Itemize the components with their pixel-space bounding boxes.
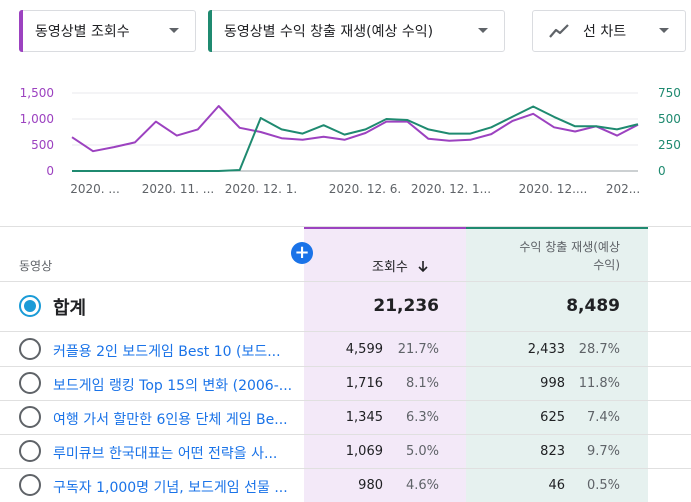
revenue-value: 823 (540, 444, 565, 459)
video-title-link[interactable]: 보드게임 랭킹 Top 15의 변화 (2006-... (53, 378, 293, 394)
x-tick-label: 2020. 12.... (519, 182, 588, 196)
line-chart: 1,500 1,000 500 0 750 500 250 0 2020. ... 2020.… (20, 86, 681, 196)
divider (0, 281, 691, 282)
divider (0, 226, 691, 227)
row-radio[interactable] (19, 474, 41, 496)
y-right-tick-label: 0 (658, 164, 666, 178)
x-tick-label: 202... (606, 182, 640, 196)
divider (0, 400, 691, 401)
revenue-column-highlight (466, 226, 648, 502)
video-title-link[interactable]: 구독자 1,000명 기념, 보드게임 선물 ... (53, 480, 288, 496)
divider (0, 331, 691, 332)
views-percent: 6.3% (405, 410, 439, 425)
chevron-down-icon (478, 28, 488, 33)
total-revenue: 8,489 (566, 296, 620, 316)
row-radio[interactable] (19, 406, 41, 428)
row-radio[interactable] (19, 372, 41, 394)
x-tick-label: 2020. ... (70, 182, 120, 196)
views-percent: 21.7% (397, 342, 439, 357)
views-value: 980 (358, 478, 383, 493)
revenue-percent: 0.5% (586, 478, 620, 493)
revenue-value: 625 (540, 410, 565, 425)
y-left-tick-label: 1,000 (20, 112, 54, 126)
divider (0, 366, 691, 367)
total-label: 합계 (53, 298, 87, 319)
video-title-link[interactable]: 여행 가서 할만한 6인용 단체 게임 Be... (53, 412, 288, 428)
views-metric-dropdown[interactable]: 동영상별 조회수 (19, 10, 196, 52)
header-label: 수익) (593, 258, 620, 272)
dropdown-label: 동영상별 수익 창출 재생(예상 수익) (224, 24, 434, 40)
revenue-percent: 7.4% (586, 410, 620, 425)
y-left-tick-label: 500 (31, 138, 54, 152)
views-value: 4,599 (345, 342, 383, 357)
total-views: 21,236 (373, 296, 439, 316)
views-percent: 8.1% (405, 376, 439, 391)
views-value: 1,345 (345, 410, 383, 425)
views-percent: 4.6% (405, 478, 439, 493)
x-tick-label: 2020. 12. 1... (411, 182, 491, 196)
arrow-down-icon (418, 260, 428, 272)
revenue-percent: 28.7% (578, 342, 620, 357)
chevron-down-icon (659, 28, 669, 33)
total-radio[interactable] (19, 295, 41, 317)
revenue-percent: 9.7% (586, 444, 620, 459)
column-header-views[interactable]: 조회수 (372, 256, 430, 275)
add-column-button[interactable]: + (291, 242, 313, 264)
views-value: 1,716 (345, 376, 383, 391)
header-label: 조회수 (372, 260, 408, 275)
views-percent: 5.0% (405, 444, 439, 459)
x-tick-label: 2020. 12. 6. (329, 182, 402, 196)
metric-color-bar (19, 10, 23, 52)
metric-color-bar (208, 10, 212, 52)
views-column-highlight (304, 226, 466, 502)
revenue-value: 998 (540, 376, 565, 391)
revenue-value: 46 (548, 478, 565, 493)
revenue-percent: 11.8% (578, 376, 620, 391)
views-value: 1,069 (345, 444, 383, 459)
y-right-tick-label: 750 (658, 86, 681, 100)
header-label: 수익 창출 재생(예상 (519, 240, 620, 254)
divider (0, 468, 691, 469)
dropdown-label: 선 차트 (583, 24, 627, 40)
y-left-tick-label: 1,500 (20, 86, 54, 100)
row-radio[interactable] (19, 338, 41, 360)
x-tick-label: 2020. 12. 1. (225, 182, 298, 196)
column-header-revenue[interactable]: 수익 창출 재생(예상 수익) (490, 238, 620, 274)
x-tick-label: 2020. 11. ... (142, 182, 215, 196)
y-left-tick-label: 0 (46, 164, 54, 178)
y-right-tick-label: 250 (658, 138, 681, 152)
video-title-link[interactable]: 루미큐브 한국대표는 어떤 전략을 사... (53, 446, 278, 462)
line-chart-icon (549, 24, 569, 38)
revenue-value: 2,433 (527, 342, 565, 357)
row-radio[interactable] (19, 440, 41, 462)
chart-type-dropdown[interactable]: 선 차트 (532, 10, 686, 52)
video-title-link[interactable]: 커플용 2인 보드게임 Best 10 (보드... (53, 344, 281, 360)
dropdown-label: 동영상별 조회수 (35, 24, 130, 40)
divider (0, 434, 691, 435)
column-header-video[interactable]: 동영상 (19, 259, 53, 273)
revenue-metric-dropdown[interactable]: 동영상별 수익 창출 재생(예상 수익) (208, 10, 505, 52)
chevron-down-icon (169, 28, 179, 33)
revenue-series-line (72, 105, 639, 172)
views-series-line (71, 105, 639, 153)
y-right-tick-label: 500 (658, 112, 681, 126)
